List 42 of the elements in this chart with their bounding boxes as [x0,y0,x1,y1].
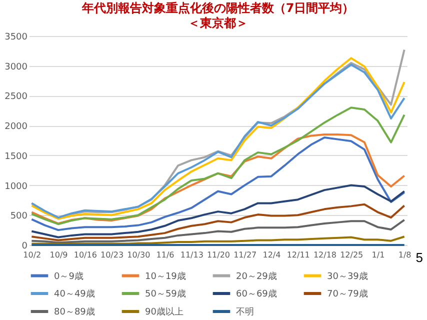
legend-label: 80～89歳 [54,306,95,318]
line-series [30,106,406,226]
legend-label: 50～59歳 [145,288,186,300]
legend-label: 40～49歳 [54,288,95,300]
x-tick-label: 11/20 [206,250,230,260]
legend-label: 0～9歳 [54,270,84,282]
x-tick-label: 11/27 [234,250,257,260]
x-tick-label: 11/13 [180,250,204,260]
line-series [30,236,406,245]
line-series [30,218,406,244]
x-tick-label: 10/16 [74,250,97,260]
x-tick-label: 12/25 [340,250,364,260]
y-tick-label: 500 [10,212,28,222]
legend-label: 90歳以上 [145,306,184,318]
x-tick-label: 1/8 [398,250,412,260]
x-tick-label: 10/9 [50,250,68,260]
y-tick-label: 1500 [4,152,28,162]
x-tick-label: 12/18 [313,250,337,260]
line-series [30,203,406,242]
y-tick-label: 3000 [4,62,28,72]
x-tick-label: 12/4 [262,250,281,260]
chart-subtitle: ＜東京都＞ [188,16,248,30]
legend-label: 70～79歳 [327,288,368,300]
legend-label: 不明 [236,306,254,318]
line-series [30,184,406,238]
x-tick-label: 10/2 [23,250,42,260]
x-tick-label: 1/1 [372,250,385,260]
x-tick-label: 10/23 [100,250,124,260]
legend-label: 30～39歳 [327,270,368,282]
legend-label: 10～19歳 [145,270,186,282]
y-tick-label: 0 [22,242,28,252]
legend-label: 20～29歳 [236,270,277,282]
y-tick-label: 2500 [4,92,28,102]
y-tick-label: 1000 [4,182,28,192]
x-tick-label: 10/30 [127,250,150,260]
text: 5 [416,250,423,265]
y-tick-label: 2000 [4,122,28,132]
chart-title: 年代別報告対象重点化後の陽性者数（7日間平均） [80,1,354,15]
y-tick-label: 3500 [4,32,28,42]
x-tick-label: 12/11 [286,250,310,260]
legend-label: 60～69歳 [236,288,277,300]
x-tick-label: 11/6 [156,250,174,260]
